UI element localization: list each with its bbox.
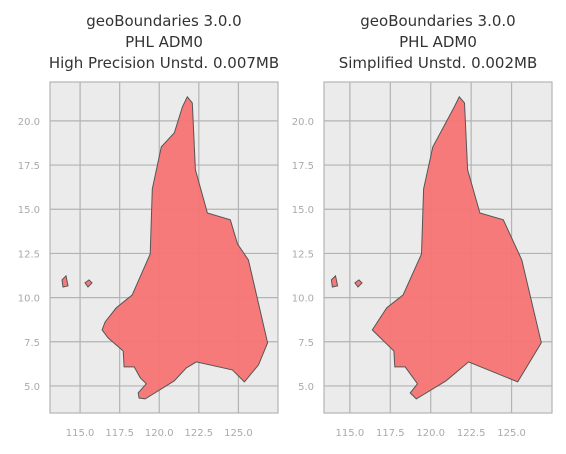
x-tick-label: 125.0 [224, 428, 253, 439]
x-tick-label: 122.5 [185, 428, 214, 439]
y-tick-label: 12.5 [292, 249, 314, 260]
boundary-polygon [354, 279, 363, 288]
boundary-polygon [61, 274, 69, 288]
x-tick-label: 117.5 [376, 428, 405, 439]
y-tick-label: 5.0 [298, 382, 314, 393]
y-tick-label: 20.0 [18, 117, 40, 128]
y-tick-label: 7.5 [24, 338, 40, 349]
subplot-title: High Precision Unstd. 0.007MB [49, 54, 279, 72]
subplot-title: Simplified Unstd. 0.002MB [339, 54, 538, 72]
y-tick-label: 20.0 [292, 117, 314, 128]
x-tick-label: 117.5 [105, 428, 134, 439]
subplot-title: geoBoundaries 3.0.0 [360, 12, 515, 30]
y-tick-label: 17.5 [292, 161, 314, 172]
subplot-title: PHL ADM0 [399, 33, 477, 51]
x-tick-label: 120.0 [145, 428, 174, 439]
y-tick-label: 15.0 [18, 205, 40, 216]
x-tick-label: 122.5 [457, 428, 486, 439]
boundary-polygon [330, 274, 339, 288]
y-tick-label: 10.0 [18, 294, 40, 305]
x-tick-label: 115.0 [336, 428, 365, 439]
y-tick-label: 12.5 [18, 249, 40, 260]
x-tick-label: 120.0 [416, 428, 445, 439]
x-tick-label: 125.0 [497, 428, 526, 439]
subplot-title: geoBoundaries 3.0.0 [86, 12, 241, 30]
y-tick-label: 5.0 [24, 382, 40, 393]
y-tick-label: 15.0 [292, 205, 314, 216]
y-tick-label: 17.5 [18, 161, 40, 172]
subplot-title: PHL ADM0 [125, 33, 203, 51]
x-tick-label: 115.0 [66, 428, 95, 439]
boundary-polygon [84, 279, 93, 288]
boundary-polygon [371, 95, 542, 400]
y-tick-label: 7.5 [298, 338, 314, 349]
boundary-polygon [101, 95, 269, 400]
y-tick-label: 10.0 [292, 294, 314, 305]
